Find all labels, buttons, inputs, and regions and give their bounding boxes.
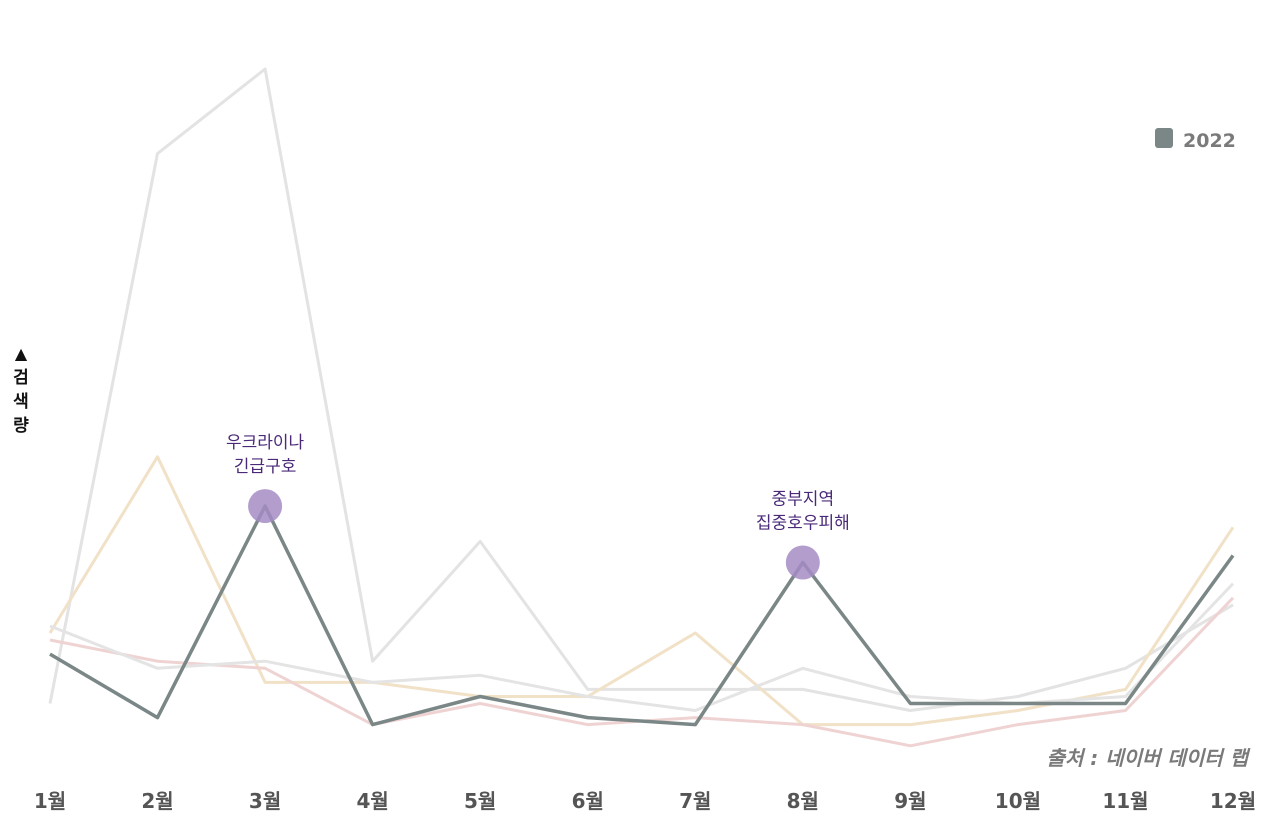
source-note: 출처 : 네이버 데이터 랩 [1046, 746, 1248, 770]
x-tick-label: 11월 [1102, 789, 1148, 813]
annotation-text: 집중호우피해 [756, 514, 850, 534]
series-line-background-beige [48, 455, 1235, 727]
x-tick-label: 4월 [356, 789, 388, 813]
x-tick-label: 6월 [572, 789, 604, 813]
y-axis-title: 검색량 [13, 368, 29, 436]
x-tick-label: 10월 [995, 789, 1041, 813]
legend: 2022 [1155, 128, 1236, 152]
series-layer [48, 67, 1235, 748]
legend-label: 2022 [1183, 130, 1236, 152]
x-tick-label: 7월 [679, 789, 711, 813]
series-line-2022 [49, 504, 1235, 727]
x-tick-label: 3월 [249, 789, 281, 813]
y-axis-arrow: ▲ [14, 344, 28, 363]
x-tick-label: 8월 [787, 789, 819, 813]
x-tick-label: 1월 [34, 789, 66, 813]
x-tick-label: 5월 [464, 789, 496, 813]
series-line-background-pink [49, 596, 1235, 748]
annotation-text: 중부지역 [772, 490, 835, 510]
x-axis-ticks: 1월 2월 3월 4월 5월 6월 7월 8월 9월 10월 11월 12월 [34, 789, 1256, 813]
annotation-text: 긴급구호 [234, 457, 297, 477]
annotation-marker [248, 489, 283, 524]
x-tick-label: 12월 [1210, 789, 1256, 813]
x-tick-label: 2월 [141, 789, 173, 813]
series-line-background-light-gray [48, 67, 1234, 712]
x-tick-label: 9월 [894, 789, 926, 813]
annotation-marker [785, 545, 820, 580]
legend-swatch [1155, 128, 1173, 148]
annotation-text: 우크라이나 [226, 433, 305, 453]
y-axis-label: ▲ 검색량 [6, 342, 36, 438]
